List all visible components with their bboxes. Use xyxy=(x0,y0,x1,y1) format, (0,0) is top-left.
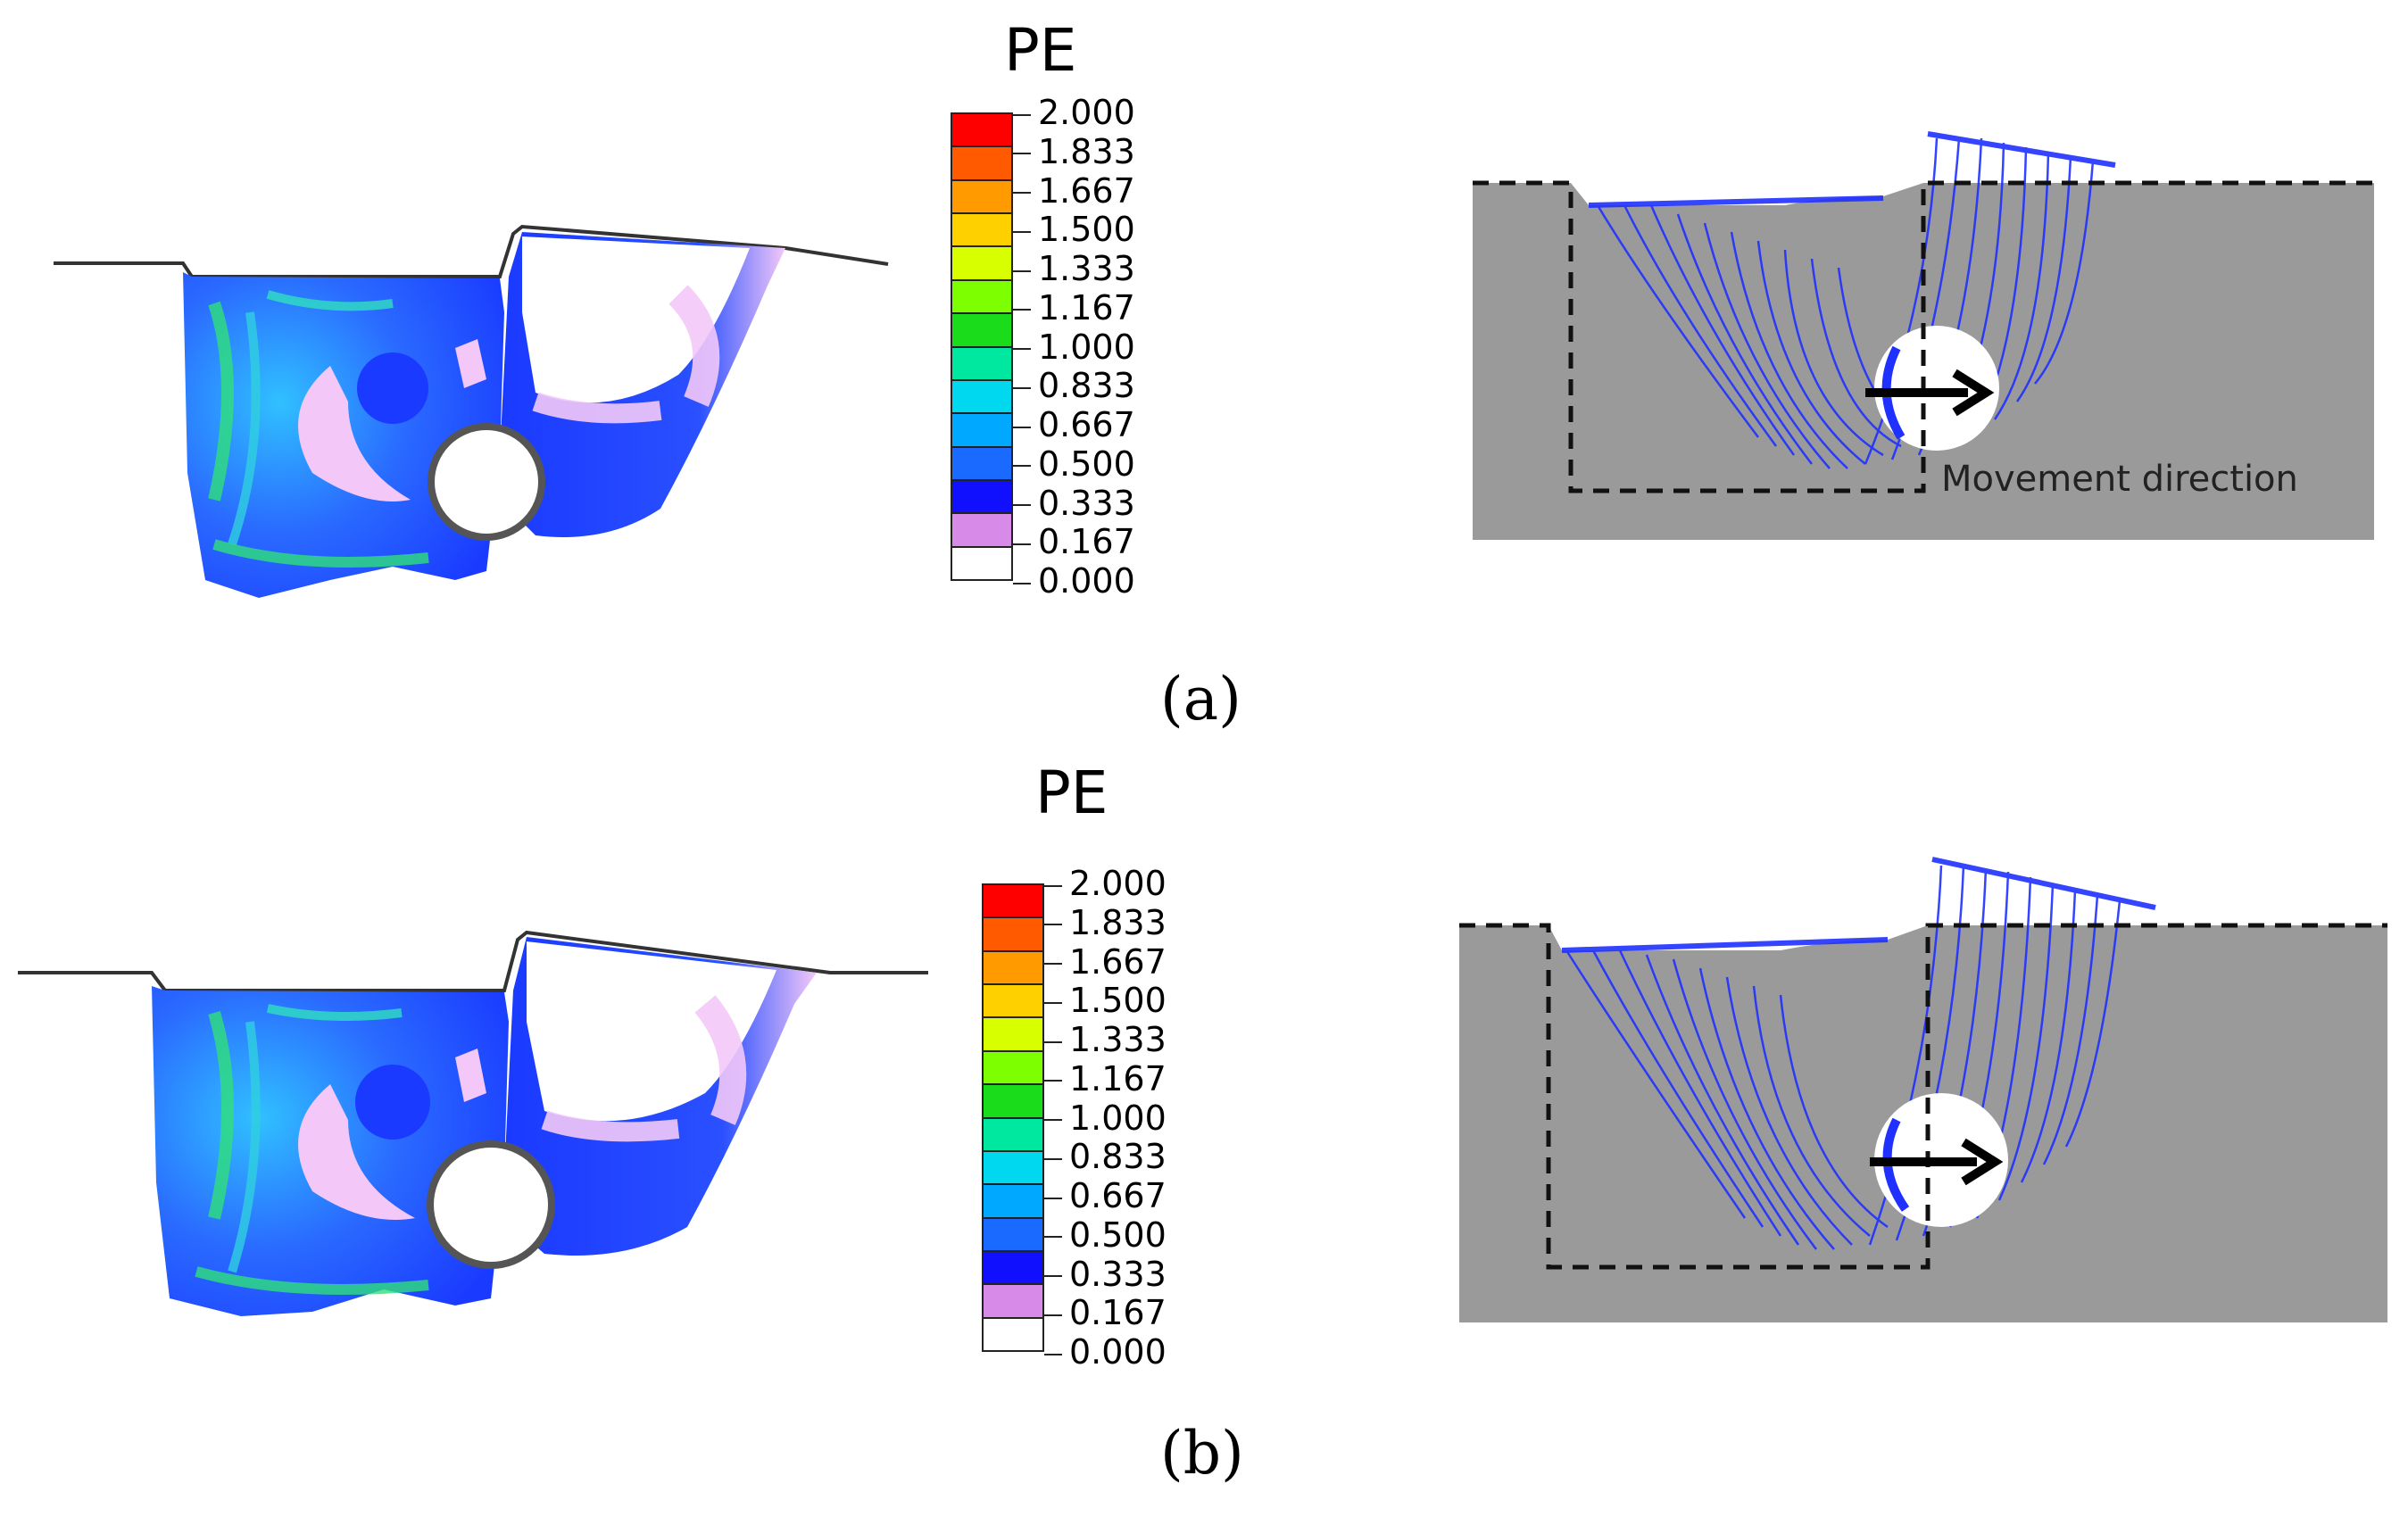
colorbar-swatch xyxy=(952,314,1011,348)
panel-a: PE 2.000 1.833 1.667 1.500 1.333 1.167 1.000 0.… xyxy=(0,0,2408,734)
colorbar-swatch xyxy=(952,214,1011,248)
colorbar-tick-label: 1.333 xyxy=(1013,249,1135,288)
colorbar-swatch xyxy=(984,1318,1042,1351)
colorbar-tick-label: 0.167 xyxy=(1044,1293,1167,1332)
colorbar-swatch xyxy=(952,247,1011,281)
panel-label-a: (a) xyxy=(1160,665,1241,734)
colorbar-swatch xyxy=(984,885,1042,919)
colorbar-swatch xyxy=(984,1151,1042,1186)
colorbar-swatch xyxy=(952,414,1011,448)
colorbar-tick-label: 0.500 xyxy=(1013,444,1135,484)
colorbar-swatch xyxy=(984,1018,1042,1052)
colorbar-tick-label: 0.167 xyxy=(1013,522,1135,561)
velocity-vector-field-b xyxy=(1459,857,2387,1322)
colorbar-tick-label: 0.833 xyxy=(1013,366,1135,405)
colorbar xyxy=(982,883,1044,1352)
colorbar-tick-label: 1.833 xyxy=(1044,903,1167,942)
colorbar-legend-a: PE 2.000 1.833 1.667 1.500 1.333 1.167 1.000 0.… xyxy=(951,16,1183,601)
colorbar-swatch xyxy=(984,918,1042,952)
colorbar-tick-label: 0.333 xyxy=(1044,1255,1167,1294)
plastic-strain-contour-b xyxy=(18,930,928,1316)
colorbar-swatch xyxy=(952,147,1011,181)
movement-direction-label: Movement direction xyxy=(1941,459,2298,500)
colorbar-swatch xyxy=(984,1118,1042,1152)
colorbar-tick-label: 1.667 xyxy=(1013,171,1135,211)
colorbar-tick-label: 2.000 xyxy=(1013,93,1135,132)
legend-title: PE xyxy=(1004,16,1077,85)
colorbar-tick-label: 1.167 xyxy=(1013,288,1135,327)
colorbar-tick-label: 0.000 xyxy=(1013,561,1135,601)
colorbar-swatch xyxy=(984,1251,1042,1286)
colorbar-swatch xyxy=(952,114,1011,148)
colorbar-tick-label: 0.667 xyxy=(1013,405,1135,444)
panel-label-b: (b) xyxy=(1160,1419,1244,1488)
colorbar-swatch xyxy=(952,480,1011,515)
colorbar-ticks: 2.000 1.833 1.667 1.500 1.333 1.167 1.000 0.833… xyxy=(1044,864,1223,1372)
colorbar-ticks: 2.000 1.833 1.667 1.500 1.333 1.167 1.000 0.833… xyxy=(1013,93,1192,601)
colorbar-swatch xyxy=(952,447,1011,481)
legend-title: PE xyxy=(1035,758,1109,827)
colorbar-tick-label: 1.833 xyxy=(1013,132,1135,171)
colorbar-tick-label: 0.667 xyxy=(1044,1176,1167,1215)
colorbar-swatch xyxy=(984,1285,1042,1319)
velocity-vector-field-a: Movement direction xyxy=(1473,131,2374,540)
colorbar-tick-label: 1.500 xyxy=(1013,210,1135,249)
colorbar-tick-label: 0.833 xyxy=(1044,1137,1167,1176)
plastic-strain-contour-a xyxy=(54,224,889,598)
colorbar-swatch xyxy=(984,1218,1042,1252)
colorbar-tick-label: 1.167 xyxy=(1044,1059,1167,1098)
panel-b: PE 2.000 1.833 1.667 1.500 1.333 1.167 1.000 0.… xyxy=(0,758,2408,1517)
colorbar-tick-label: 1.500 xyxy=(1044,981,1167,1020)
colorbar-swatch xyxy=(952,180,1011,215)
colorbar-swatch xyxy=(984,951,1042,986)
colorbar-tick-label: 2.000 xyxy=(1044,864,1167,903)
colorbar xyxy=(951,112,1013,581)
colorbar-swatch xyxy=(952,280,1011,315)
colorbar-swatch xyxy=(984,1185,1042,1219)
colorbar-swatch xyxy=(984,1085,1042,1119)
colorbar-swatch xyxy=(984,1051,1042,1086)
colorbar-swatch xyxy=(952,347,1011,381)
colorbar-tick-label: 1.333 xyxy=(1044,1020,1167,1059)
colorbar-tick-label: 1.000 xyxy=(1044,1098,1167,1138)
colorbar-swatch xyxy=(952,380,1011,415)
colorbar-tick-label: 0.000 xyxy=(1044,1332,1167,1372)
colorbar-tick-label: 1.000 xyxy=(1013,327,1135,367)
colorbar-tick-label: 0.333 xyxy=(1013,484,1135,523)
colorbar-swatch xyxy=(952,514,1011,548)
colorbar-swatch xyxy=(984,985,1042,1019)
colorbar-swatch xyxy=(952,547,1011,580)
colorbar-tick-label: 1.667 xyxy=(1044,942,1167,982)
colorbar-legend-b: PE 2.000 1.833 1.667 1.500 1.333 1.167 1.000 0.… xyxy=(982,758,1214,1372)
colorbar-tick-label: 0.500 xyxy=(1044,1215,1167,1255)
